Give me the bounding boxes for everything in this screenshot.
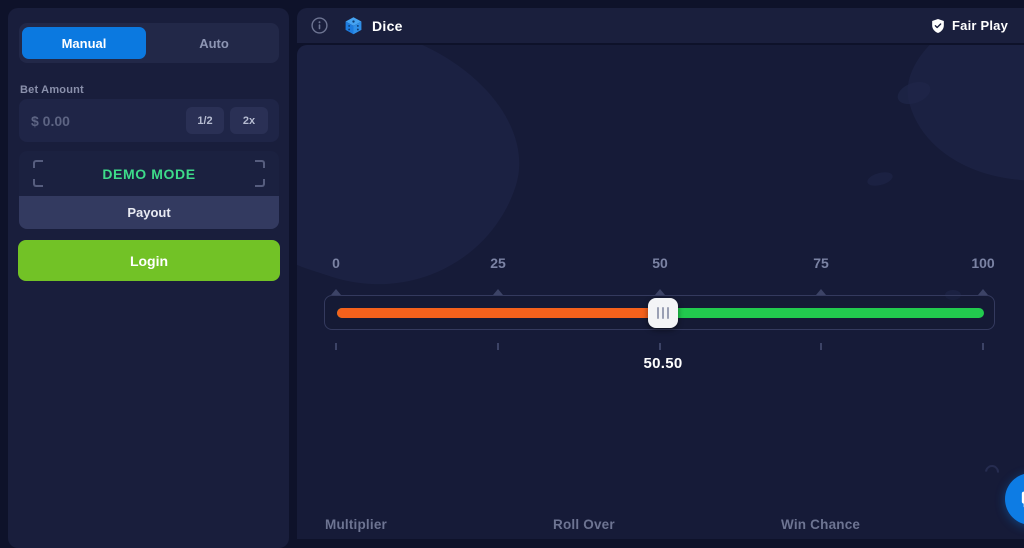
bet-amount-box: 1/2 2x [19,99,279,142]
slider-mark-100: 100 [971,255,995,271]
slider-mark-25: 25 [490,255,506,271]
slider-tick [982,343,984,350]
stats-row: Multiplier Roll Over Win Chance [297,517,1024,539]
tab-auto[interactable]: Auto [152,27,276,59]
game-panel: 0 25 50 75 100 50.50 Multiplier Roll Ove… [297,45,1024,539]
roll-over-value: 50.50 [643,355,683,372]
caret-up-icon [978,289,988,295]
slider-tick [659,343,661,350]
multiplier-label: Multiplier [325,517,387,532]
slider-handle[interactable] [648,298,678,328]
shield-check-icon [932,18,944,33]
roll-over-label: Roll Over [553,517,615,532]
slider-track-lose [337,307,664,318]
bet-amount-input[interactable] [31,99,181,142]
caret-up-icon [493,289,503,295]
mode-tabs: Manual Auto [19,23,279,63]
slider-handle-grip-icon [667,307,669,319]
chat-icon [1021,491,1024,508]
paint-splash-decoration [865,169,895,189]
payout-button[interactable]: Payout [19,196,279,229]
win-chance-label: Win Chance [781,517,861,532]
tab-manual[interactable]: Manual [22,27,146,59]
bracket-corner-icon [255,179,265,187]
slider-handle-grip-icon [662,307,664,319]
slider-tick [497,343,499,350]
caret-up-icon [331,289,341,295]
squiggle-decoration [982,462,1002,482]
game-header: Dice Fair Play [297,8,1024,43]
slider-mark-75: 75 [813,255,829,271]
roll-slider: 0 25 50 75 100 50.50 [324,255,995,390]
bet-sidebar: Manual Auto Bet Amount 1/2 2x DEMO MODE … [8,8,289,548]
bracket-corner-icon [33,160,43,168]
info-icon[interactable] [311,17,328,34]
demo-mode-label: DEMO MODE [102,165,196,182]
bracket-corner-icon [33,179,43,187]
slider-mark-50: 50 [652,255,668,271]
caret-up-icon [816,289,826,295]
dice-icon [345,17,362,35]
bet-amount-label: Bet Amount [20,84,84,96]
double-bet-button[interactable]: 2x [230,107,268,134]
slider-tick [335,343,337,350]
demo-mode-button[interactable]: DEMO MODE [19,151,279,196]
support-chat-button[interactable] [1005,473,1024,525]
demo-payout-group: DEMO MODE Payout [19,151,279,229]
fair-play-label: Fair Play [952,18,1008,33]
caret-up-icon [655,289,665,295]
slider-mark-0: 0 [332,255,340,271]
paint-splash-decoration [894,77,934,109]
slider-tick [820,343,822,350]
game-title: Dice [372,17,403,34]
fair-play-link[interactable]: Fair Play [931,18,1008,34]
slider-handle-grip-icon [657,307,659,319]
bracket-corner-icon [255,160,265,168]
login-button[interactable]: Login [18,240,280,281]
half-bet-button[interactable]: 1/2 [186,107,224,134]
paint-splash-decoration [889,45,1024,208]
